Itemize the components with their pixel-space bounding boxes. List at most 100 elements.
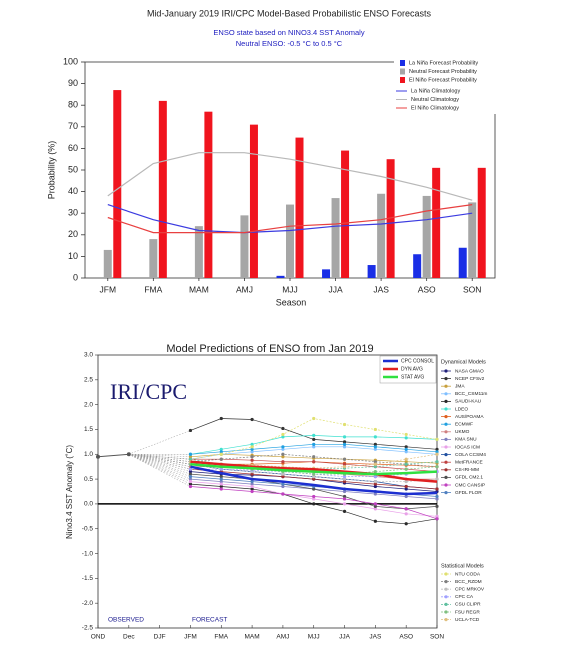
bar xyxy=(458,247,467,278)
y-tick-label: 1.5 xyxy=(84,426,93,433)
marker xyxy=(219,447,223,451)
marker xyxy=(281,484,285,489)
connector xyxy=(128,454,191,482)
legend-label: GFDL CM2.1 xyxy=(455,475,483,481)
x-tick-label: FMA xyxy=(214,634,228,641)
x-tick-label: DJF xyxy=(154,634,166,641)
marker xyxy=(219,450,223,454)
legend-label: BCC_RZDM xyxy=(455,579,482,585)
marker xyxy=(250,445,254,449)
legend-label: CPC CA xyxy=(455,594,474,600)
marker xyxy=(404,484,408,489)
marker xyxy=(373,504,377,508)
marker xyxy=(404,436,408,440)
y-tick-label: 2.0 xyxy=(84,401,93,408)
marker xyxy=(404,460,408,464)
bar xyxy=(331,198,340,278)
marker xyxy=(342,509,347,513)
legend-label: UKMO xyxy=(455,429,470,435)
marker xyxy=(219,467,223,471)
y-tick-label: -2.0 xyxy=(82,600,94,607)
marker xyxy=(404,467,408,471)
marker xyxy=(188,484,193,489)
chart-title: Mid-January 2019 IRI/CPC Model-Based Pro… xyxy=(147,8,432,18)
y-tick-label: -0.5 xyxy=(82,525,94,532)
legend-label: NCEP CFSv2 xyxy=(455,376,485,382)
bar xyxy=(240,215,249,278)
marker xyxy=(312,487,316,491)
marker xyxy=(312,494,316,499)
marker xyxy=(250,482,254,486)
marker xyxy=(373,442,377,446)
marker xyxy=(373,484,377,489)
marker xyxy=(404,450,408,454)
marker xyxy=(219,416,223,421)
marker xyxy=(373,492,377,496)
marker xyxy=(312,477,316,481)
connector xyxy=(128,454,191,487)
x-tick-label: ASO xyxy=(399,634,413,641)
legend-swatch xyxy=(444,491,448,495)
marker xyxy=(435,452,439,456)
marker xyxy=(404,462,408,466)
connector xyxy=(128,454,191,467)
marker xyxy=(435,494,439,499)
marker xyxy=(312,472,316,476)
marker xyxy=(250,450,254,454)
marker xyxy=(188,475,193,479)
marker xyxy=(342,442,347,446)
marker xyxy=(312,502,316,506)
y-tick-label: 1.0 xyxy=(84,451,93,458)
legend-heading: Statistical Models xyxy=(441,563,484,569)
marker xyxy=(281,445,285,449)
y-tick-label: 10 xyxy=(68,251,78,261)
legend-swatch xyxy=(444,453,448,457)
y-tick-label: 20 xyxy=(68,229,78,239)
marker xyxy=(281,475,285,479)
marker xyxy=(188,428,193,433)
y-tick-label: 3.0 xyxy=(84,352,93,359)
bar xyxy=(204,111,213,279)
marker xyxy=(250,417,254,422)
bar xyxy=(322,269,331,278)
marker xyxy=(404,447,408,451)
legend-swatch xyxy=(444,399,448,403)
marker xyxy=(250,472,254,476)
x-tick-label: SON xyxy=(463,284,481,294)
forecast-line xyxy=(190,460,438,483)
marker xyxy=(435,487,439,491)
bar xyxy=(194,226,203,278)
forecast-line xyxy=(190,465,438,496)
climatology-line xyxy=(107,204,473,234)
connector xyxy=(128,454,191,475)
marker xyxy=(435,514,439,518)
marker xyxy=(250,487,254,491)
legend-label: DYN AVG xyxy=(401,366,423,372)
chart-title: Model Predictions of ENSO from Jan 2019 xyxy=(166,343,373,355)
marker xyxy=(342,489,347,494)
y-tick-label: 0.5 xyxy=(84,476,93,483)
marker xyxy=(312,455,316,459)
marker xyxy=(250,479,254,484)
x-tick-label: MAM xyxy=(189,284,209,294)
legend-swatch xyxy=(444,483,448,487)
marker xyxy=(435,504,439,508)
marker xyxy=(219,482,223,486)
legend-swatch xyxy=(444,422,448,426)
marker xyxy=(342,422,347,427)
marker xyxy=(342,462,347,466)
bar xyxy=(377,193,386,278)
marker xyxy=(373,427,377,432)
marker xyxy=(281,447,285,451)
marker xyxy=(188,455,193,459)
marker xyxy=(373,460,377,464)
marker xyxy=(342,475,347,479)
marker xyxy=(312,460,316,464)
connector xyxy=(128,454,191,465)
legend-label: NASA GMAO xyxy=(455,368,484,374)
legend-label: KMA SNU xyxy=(455,437,477,443)
legend-label: UCLA-TCD xyxy=(455,617,480,623)
connector xyxy=(128,454,191,480)
marker xyxy=(342,435,347,439)
connector xyxy=(128,430,191,455)
